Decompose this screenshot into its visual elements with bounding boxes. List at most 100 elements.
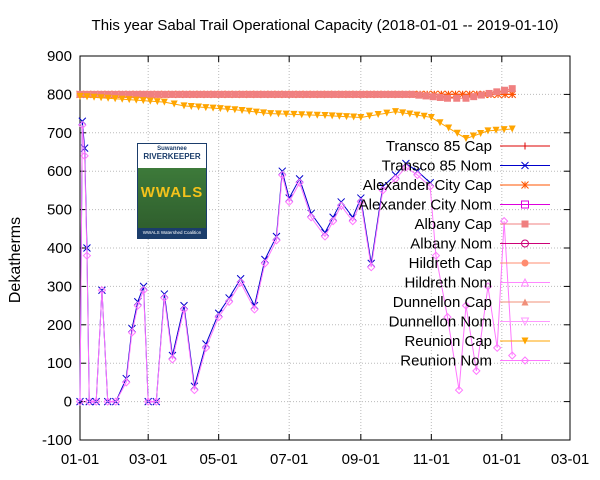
legend-label: Alexander City Cap <box>363 177 492 194</box>
data-point <box>445 124 453 132</box>
data-point <box>493 88 501 96</box>
data-point <box>431 251 441 260</box>
legend-label: Hildreth Cap <box>409 255 492 272</box>
data-point <box>508 90 517 99</box>
y-tick-label: 700 <box>47 125 72 142</box>
data-point <box>182 90 190 98</box>
data-point <box>521 259 529 267</box>
data-point <box>187 102 195 110</box>
data-point <box>444 94 451 102</box>
chart-title: This year Sabal Trail Operational Capaci… <box>92 17 559 34</box>
data-point <box>425 182 435 191</box>
logo-picture <box>138 168 206 230</box>
data-point <box>153 98 161 106</box>
data-point <box>260 109 268 117</box>
legend-item: Albany Nom <box>410 236 550 253</box>
data-point <box>470 93 478 101</box>
data-point <box>356 197 366 207</box>
data-point <box>132 90 140 98</box>
data-point <box>443 312 452 322</box>
data-point <box>342 113 350 121</box>
legend-label: Albany Nom <box>410 236 492 253</box>
data-point <box>224 90 232 98</box>
data-point <box>508 351 517 360</box>
data-point <box>499 216 509 226</box>
data-point <box>454 385 464 395</box>
series-transco-85-nom <box>76 117 435 406</box>
data-point <box>252 90 260 98</box>
data-point <box>111 397 121 406</box>
x-ticks: 01-01 03-01 05-01 07-01 09-01 11-01 01-01 03-01 <box>61 56 589 468</box>
data-point <box>97 94 105 102</box>
data-point <box>83 93 91 101</box>
data-point <box>521 142 529 150</box>
data-point <box>168 355 177 364</box>
data-point <box>413 111 421 119</box>
data-point <box>521 200 529 209</box>
data-point <box>501 90 509 99</box>
data-point <box>306 213 316 222</box>
logo-word: WWALS <box>140 184 204 201</box>
data-point <box>477 129 485 137</box>
data-point <box>111 90 119 98</box>
y-axis-label: Dekatherms <box>7 217 24 303</box>
data-point <box>224 297 234 306</box>
data-point <box>295 90 303 98</box>
data-point <box>521 337 529 345</box>
data-point <box>196 90 204 98</box>
data-point <box>500 126 508 134</box>
data-point <box>160 98 168 106</box>
legend-item: Albany Cap <box>414 216 550 233</box>
data-point <box>465 90 474 99</box>
data-point <box>462 135 470 143</box>
data-point <box>328 112 336 120</box>
data-point <box>337 90 345 98</box>
data-point <box>152 397 161 406</box>
series-group <box>75 85 517 406</box>
data-point <box>78 120 87 130</box>
data-point <box>259 90 267 98</box>
legend-label: Transco 85 Nom <box>382 158 492 175</box>
data-point <box>372 90 380 98</box>
x-tick-label: 09-01 <box>342 451 380 468</box>
data-point <box>154 90 162 98</box>
data-point <box>179 305 189 314</box>
legend-label: Transco 85 Cap <box>386 138 492 155</box>
y-tick-label: -100 <box>42 432 72 449</box>
data-point <box>202 104 210 112</box>
data-point <box>469 132 477 140</box>
x-tick-label: 03-01 <box>129 451 167 468</box>
data-point <box>133 301 142 310</box>
data-point <box>122 378 131 387</box>
data-point <box>140 90 148 98</box>
data-point <box>118 95 126 103</box>
data-point <box>408 90 416 98</box>
data-point <box>336 201 346 210</box>
data-point <box>272 236 281 245</box>
data-point <box>394 90 402 98</box>
data-point <box>399 109 407 117</box>
data-point <box>483 282 493 291</box>
logo-header: Suwannee RIVERKEEPER <box>138 144 206 169</box>
data-point <box>127 328 137 337</box>
data-point <box>436 119 444 127</box>
data-point <box>288 90 296 98</box>
data-point <box>111 95 119 103</box>
data-point <box>103 397 112 406</box>
data-point <box>161 90 169 98</box>
data-point <box>298 111 306 119</box>
data-point <box>267 110 275 118</box>
data-point <box>209 104 217 112</box>
data-point <box>302 90 310 98</box>
data-point <box>278 170 287 180</box>
legend-item: Dunnellon Nom <box>389 314 550 331</box>
data-point <box>335 112 343 120</box>
data-point <box>82 251 92 260</box>
data-point <box>313 111 321 119</box>
data-point <box>521 298 529 306</box>
data-point <box>378 186 387 195</box>
series-reunion-nom <box>75 120 517 406</box>
legend-item: Hildreth Nom <box>404 275 550 292</box>
series-albany-cap <box>76 85 516 102</box>
data-point <box>260 259 270 268</box>
